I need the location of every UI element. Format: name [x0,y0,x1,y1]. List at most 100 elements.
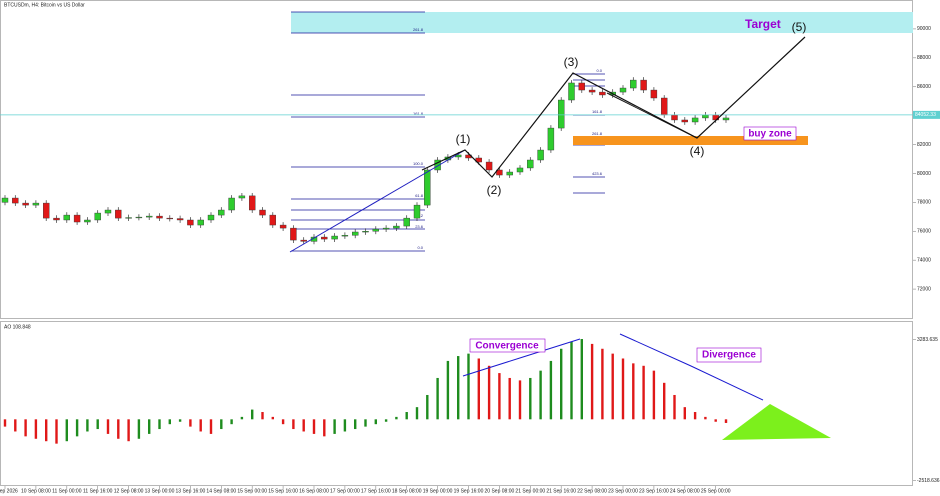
candle-body [1,197,9,203]
ao-bar [24,419,27,437]
ao-bar [642,365,645,420]
target-label: Target [745,17,781,31]
candle-body [671,114,678,121]
candle-body [568,82,575,101]
ao-bar [34,419,38,439]
x-tick-label: 13 Sep 00:00 [145,488,175,494]
ao-bar [271,416,274,420]
y-tick-label: 78000 [917,200,931,206]
candle-body [187,219,194,226]
candle-body [403,217,410,227]
fib-lines [291,11,605,252]
x-tick-label: 19 Sep 16:00 [454,488,484,494]
x-tick-label: 15 Sep 16:00 [268,488,298,494]
candle-body [22,202,29,206]
x-tick-label: 24 Sep 08:00 [670,488,700,494]
divergence-box [696,347,762,363]
candle-body [94,212,101,221]
candle-body [424,169,431,206]
ao-bar [86,419,89,432]
convergence-label: Convergence [475,341,539,352]
ao-bar [343,419,347,432]
x-tick-label: 9 Sep 2026 [0,488,18,494]
ao-bar [724,419,728,423]
ao-bar [364,419,367,427]
fib-label: 261.8 [413,27,424,32]
ao-bar [199,419,202,432]
ao-bar [549,360,553,420]
ao-bar [45,419,48,442]
candle-body [321,236,328,240]
ao-pane [0,321,913,486]
ao-bar [467,353,470,420]
x-tick-label: 19 Sep 00:00 [423,488,453,494]
fib-label: 423.6 [592,171,603,176]
candle-body [516,167,524,173]
ao-bar [220,419,223,430]
candle-body [341,235,349,237]
y-tick-label: -2518.636 [917,478,940,484]
candle-body [393,225,400,229]
candle-body [362,231,369,233]
ao-bar [560,348,563,420]
ao-bar [292,419,295,430]
candle-body [722,117,730,121]
candle-body [352,231,359,236]
ao-bar [632,363,635,420]
ao-bar [354,419,357,430]
x-tick-label: 11 Sep 16:00 [83,488,113,494]
ao-bar [611,353,614,420]
candle-body [619,87,627,93]
x-tick-label: 14 Sep 08:00 [206,488,236,494]
ao-bar [395,416,398,420]
candle-body [197,219,204,226]
ao-bar [75,419,79,437]
candle-body [702,114,709,119]
candle-body [537,149,544,161]
ao-bar [580,339,583,420]
wave-label: (4) [690,144,705,158]
x-tick-label: 21 Sep 00:00 [515,488,545,494]
x-tick-label: 21 Sep 16:00 [546,488,576,494]
candle-body [300,239,307,242]
wave-label: (5) [792,20,807,34]
ao-bar [673,394,676,420]
ao-bar [601,348,604,420]
buy-zone [573,136,808,145]
candle-body [599,91,606,96]
candle-body [331,235,338,240]
fib-label: 61.8 [415,193,424,198]
candle-body [145,215,153,218]
ao-bar [106,419,110,434]
convergence-line [462,338,581,377]
main-layer: 7200074000760007800080000820008400086000… [0,26,940,494]
target-zone [291,12,913,33]
candle-body [279,224,287,229]
ao-bar [178,419,182,422]
ao-bar [137,419,141,439]
ao-bar [539,370,542,420]
candle-body [506,171,513,176]
x-tick-label: 23 Sep 16:00 [639,488,669,494]
ao-bar [312,419,316,434]
candle-body [485,161,493,171]
ao-bar [261,412,264,420]
ao-bar [230,419,233,425]
candle-body [661,97,668,116]
candle-body [681,119,688,123]
ao-bar [436,377,439,420]
candle-body [115,209,122,219]
fib-label: 100.0 [413,161,424,166]
fib-label: 0.0 [596,68,602,73]
ao-bar [498,373,501,420]
convergence-box [469,338,546,353]
x-tick-label: 25 Sep 00:00 [701,488,731,494]
x-tick-label: 17 Sep 16:00 [361,488,391,494]
ao-bar [663,382,666,420]
x-tick-label: 11 Sep 00:00 [52,488,82,494]
ao-title: AO 108.848 [4,324,31,330]
candle-body [382,227,390,230]
ao-bar [96,419,99,430]
ao-bar [384,419,388,422]
